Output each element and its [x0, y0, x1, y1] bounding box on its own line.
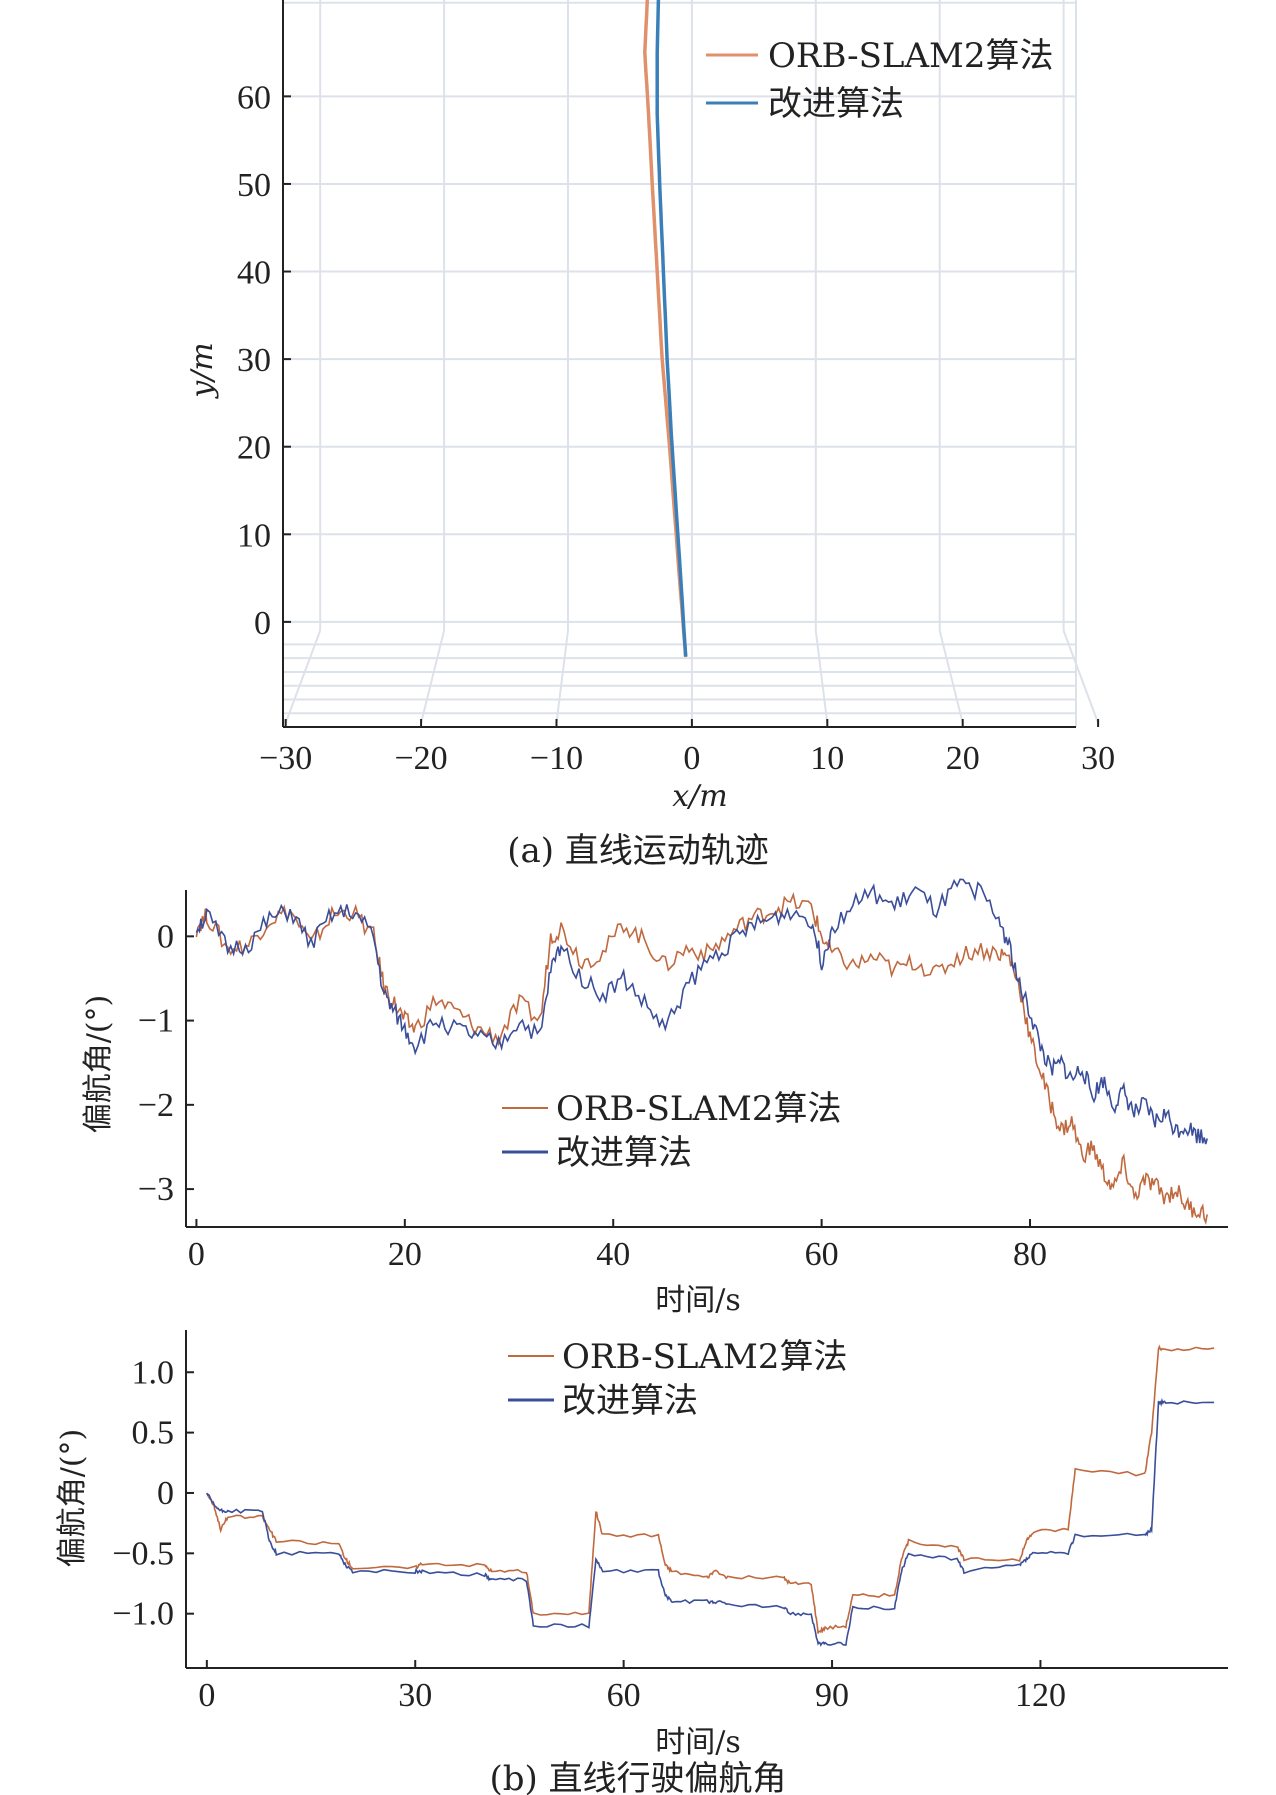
yaw2-series [206, 1344, 1215, 1647]
legend-label-orb: ORB-SLAM2算法 [556, 1089, 841, 1129]
grid-line-perspective [814, 630, 829, 724]
trajectory-chart: −30 −20 −10 0 10 20 30 0 10 20 30 40 50 60 x/m y/m OR… [185, 0, 1115, 871]
y-tick-label: 60 [237, 79, 271, 116]
y-tick-label: 0.5 [132, 1415, 175, 1452]
y-tick-label: 40 [237, 255, 271, 292]
yaw-chart-2: 0 30 60 90 120 1.0 0.5 0 −0.5 −1.0 时间/s 偏航角/(°) O… [55, 1330, 1228, 1795]
x-tick-label: 80 [1013, 1236, 1047, 1273]
legend-label-improved: 改进算法 [562, 1381, 698, 1421]
yaw2-axes [185, 1330, 1228, 1669]
x-tick-label: 30 [1081, 740, 1115, 777]
x-tick-label: −10 [530, 740, 583, 777]
yaw2-legend: ORB-SLAM2算法 改进算法 [508, 1337, 847, 1421]
series-orb-slam2-line [195, 892, 1208, 1226]
legend-label-orb: ORB-SLAM2算法 [562, 1337, 847, 1377]
caption-a: (a) 直线运动轨迹 [507, 831, 769, 871]
x-tick-label: −30 [259, 740, 312, 777]
grid-line-perspective [555, 630, 569, 724]
x-tick-label: 0 [188, 1236, 205, 1273]
x-tick-label: 0 [198, 1677, 215, 1714]
y-tick-label: −0.5 [112, 1535, 174, 1572]
x-tick-label: 40 [596, 1236, 630, 1273]
x-tick-label: 0 [683, 740, 700, 777]
trajectory-ylabel: y/m [185, 342, 220, 400]
trajectory-grid [283, 0, 1100, 727]
y-tick-label: 10 [237, 517, 271, 554]
yaw1-xlabel: 时间/s [655, 1283, 741, 1318]
yaw-chart-1: 0 20 40 60 80 0 −1 −2 −3 时间/s 偏航角/(°) ORB-SLAM2算… [81, 878, 1228, 1318]
trajectory-axes [282, 0, 1100, 728]
grid-line-perspective [420, 630, 446, 724]
grid-line-perspective [1062, 630, 1100, 724]
x-tick-label: 90 [815, 1677, 849, 1714]
y-tick-label: 20 [237, 430, 271, 467]
yaw1-axes [185, 890, 1228, 1228]
y-tick-label: −1.0 [112, 1596, 174, 1633]
legend-label-orb: ORB-SLAM2算法 [768, 36, 1053, 76]
x-tick-label: 10 [810, 740, 844, 777]
grid-line-perspective [284, 630, 322, 724]
y-tick-label: 1.0 [132, 1354, 175, 1391]
x-tick-label: 120 [1015, 1677, 1066, 1714]
yaw1-ticks: 0 20 40 60 80 0 −1 −2 −3 [138, 918, 1047, 1273]
x-tick-label: −20 [394, 740, 447, 777]
series-improved-line [655, 0, 688, 657]
yaw1-ylabel: 偏航角/(°) [81, 995, 116, 1134]
y-tick-label: 50 [237, 167, 271, 204]
series-orb-slam2-line [206, 1344, 1215, 1634]
yaw1-series [195, 878, 1208, 1226]
trajectory-series [643, 0, 688, 658]
x-tick-label: 20 [946, 740, 980, 777]
trajectory-legend: ORB-SLAM2算法 改进算法 [706, 36, 1053, 124]
x-tick-label: 30 [398, 1677, 432, 1714]
trajectory-ticks: −30 −20 −10 0 10 20 30 0 10 20 30 40 50 60 [237, 79, 1115, 777]
grid-line-perspective [938, 630, 964, 724]
legend-label-improved: 改进算法 [556, 1133, 692, 1173]
y-tick-label: 0 [157, 1475, 174, 1512]
caption-b: (b) 直线行驶偏航角 [489, 1759, 786, 1795]
x-tick-label: 20 [388, 1236, 422, 1273]
y-tick-label: 0 [254, 605, 271, 642]
x-tick-label: 60 [607, 1677, 641, 1714]
yaw2-xlabel: 时间/s [655, 1725, 741, 1760]
yaw1-legend: ORB-SLAM2算法 改进算法 [502, 1089, 841, 1173]
y-tick-label: −1 [138, 1003, 174, 1040]
y-tick-label: 0 [157, 918, 174, 955]
y-tick-label: −2 [138, 1087, 174, 1124]
x-tick-label: 60 [805, 1236, 839, 1273]
yaw2-ylabel: 偏航角/(°) [55, 1429, 90, 1568]
y-tick-label: −3 [138, 1171, 174, 1208]
series-improved-line [206, 1397, 1215, 1647]
y-tick-label: 30 [237, 342, 271, 379]
legend-label-improved: 改进算法 [768, 84, 904, 124]
series-improved-line [195, 878, 1208, 1145]
yaw2-ticks: 0 30 60 90 120 1.0 0.5 0 −0.5 −1.0 [112, 1354, 1066, 1714]
trajectory-xlabel: x/m [672, 779, 727, 814]
